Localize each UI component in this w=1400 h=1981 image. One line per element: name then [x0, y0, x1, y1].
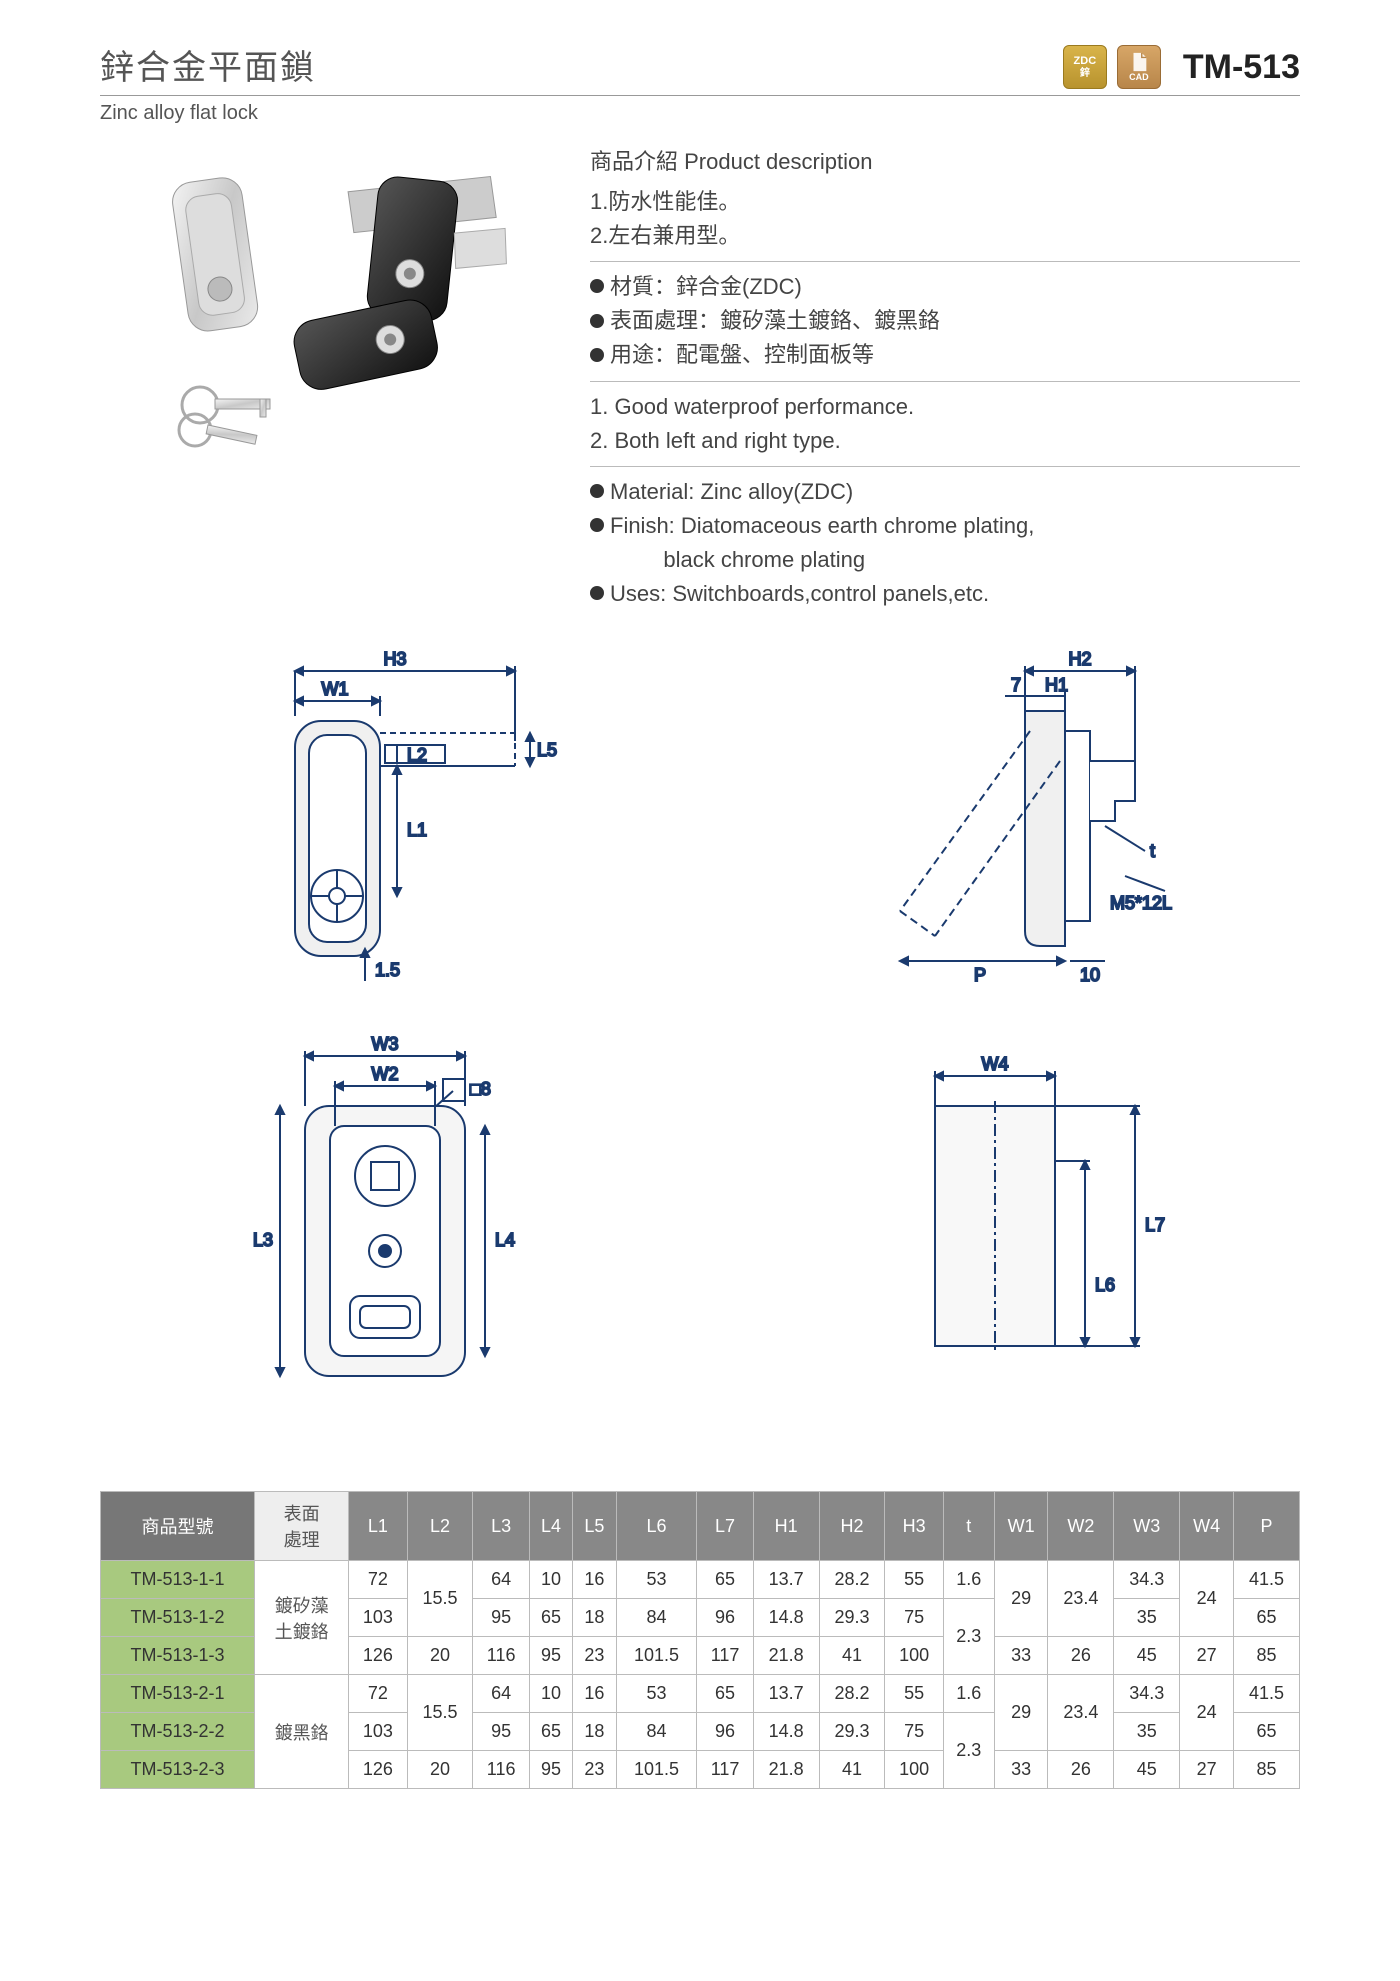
- cad-badge-icon: CAD: [1117, 45, 1161, 89]
- en-spec-2b: black chrome plating: [590, 543, 1300, 577]
- th-l5: L5: [573, 1492, 616, 1561]
- page-header: 鋅合金平面鎖 ZDC 鋅 CAD TM-513: [100, 40, 1300, 96]
- technical-diagrams: H3 W1 L5: [100, 641, 1300, 1411]
- title-english: Zinc alloy flat lock: [100, 102, 1300, 125]
- svg-text:H3: H3: [383, 649, 406, 669]
- desc-heading: 商品介紹 Product description: [590, 145, 1300, 179]
- table-row: TM-513-1-1 鍍矽藻 土鍍鉻 72 15.5 64 10 16 53 6…: [101, 1561, 1300, 1599]
- cn-spec-1: 材質：鋅合金(ZDC): [590, 270, 1300, 304]
- diagram-cutout: W4 L6 L7: [730, 1031, 1300, 1411]
- svg-text:L1: L1: [407, 820, 427, 840]
- diagram-back: W3 W2 □8 L3: [100, 1031, 670, 1411]
- th-w4: W4: [1180, 1492, 1234, 1561]
- header-right: ZDC 鋅 CAD TM-513: [1063, 45, 1300, 89]
- en-feature-1: 1. Good waterproof performance.: [590, 390, 1300, 424]
- th-t: t: [943, 1492, 994, 1561]
- en-feature-2: 2. Both left and right type.: [590, 424, 1300, 458]
- th-w3: W3: [1114, 1492, 1180, 1561]
- svg-text:M5*12L: M5*12L: [1110, 893, 1172, 913]
- svg-text:W4: W4: [982, 1054, 1009, 1074]
- en-spec-3: Uses: Switchboards,control panels,etc.: [590, 577, 1300, 611]
- svg-text:P: P: [974, 965, 986, 985]
- svg-text:L2: L2: [407, 745, 427, 765]
- cell-finish-2: 鍍黑鉻: [255, 1675, 349, 1789]
- en-spec-1: Material: Zinc alloy(ZDC): [590, 475, 1300, 509]
- svg-text:H2: H2: [1068, 649, 1091, 669]
- svg-text:W1: W1: [322, 679, 349, 699]
- svg-text:L5: L5: [537, 740, 557, 760]
- svg-text:L4: L4: [495, 1230, 515, 1250]
- en-spec-2: Finish: Diatomaceous earth chrome platin…: [590, 509, 1300, 543]
- svg-text:7: 7: [1011, 675, 1021, 695]
- spec-table: 商品型號 表面 處理 L1 L2 L3 L4 L5 L6 L7 H1 H2 H3…: [100, 1491, 1300, 1789]
- th-h1: H1: [753, 1492, 819, 1561]
- svg-text:L6: L6: [1095, 1275, 1115, 1295]
- table-row: TM-513-2-1 鍍黑鉻 72 15.5 64 10 16 53 65 13…: [101, 1675, 1300, 1713]
- table-header-row: 商品型號 表面 處理 L1 L2 L3 L4 L5 L6 L7 H1 H2 H3…: [101, 1492, 1300, 1561]
- product-description: 商品介紹 Product description 1.防水性能佳。 2.左右兼用…: [590, 145, 1300, 611]
- th-w1: W1: [994, 1492, 1048, 1561]
- th-h2: H2: [819, 1492, 885, 1561]
- th-l1: L1: [349, 1492, 407, 1561]
- th-l2: L2: [407, 1492, 473, 1561]
- th-h3: H3: [885, 1492, 943, 1561]
- th-l3: L3: [473, 1492, 529, 1561]
- th-finish: 表面 處理: [255, 1492, 349, 1561]
- th-w2: W2: [1048, 1492, 1114, 1561]
- product-photo: [100, 145, 560, 485]
- diagram-front-arm: H3 W1 L5: [100, 641, 670, 1001]
- svg-text:t: t: [1150, 841, 1155, 861]
- svg-text:W3: W3: [372, 1034, 399, 1054]
- th-p: P: [1233, 1492, 1299, 1561]
- svg-text:W2: W2: [372, 1064, 399, 1084]
- cn-feature-2: 2.左右兼用型。: [590, 219, 1300, 253]
- cn-spec-2: 表面處理：鍍矽藻土鍍鉻、鍍黑鉻: [590, 304, 1300, 338]
- zdc-badge-top: ZDC: [1074, 55, 1097, 67]
- cell-model: TM-513-1-1: [101, 1561, 255, 1599]
- svg-text:L7: L7: [1145, 1215, 1165, 1235]
- th-l6: L6: [616, 1492, 697, 1561]
- title-chinese: 鋅合金平面鎖: [100, 40, 316, 89]
- zdc-badge-icon: ZDC 鋅: [1063, 45, 1107, 89]
- cn-spec-3: 用途：配電盤、控制面板等: [590, 338, 1300, 372]
- zdc-badge-sub: 鋅: [1080, 68, 1090, 79]
- svg-text:□8: □8: [470, 1079, 491, 1099]
- th-l4: L4: [529, 1492, 572, 1561]
- diagram-side: H2 7 H1 t M5*12L: [730, 641, 1300, 1001]
- model-number: TM-513: [1183, 48, 1300, 87]
- cn-feature-1: 1.防水性能佳。: [590, 185, 1300, 219]
- svg-text:1.5: 1.5: [375, 960, 400, 980]
- svg-text:L3: L3: [253, 1230, 273, 1250]
- svg-text:10: 10: [1080, 965, 1100, 985]
- th-model: 商品型號: [101, 1492, 255, 1561]
- cell-finish-1: 鍍矽藻 土鍍鉻: [255, 1561, 349, 1675]
- th-l7: L7: [697, 1492, 753, 1561]
- cad-badge-label: CAD: [1129, 73, 1149, 83]
